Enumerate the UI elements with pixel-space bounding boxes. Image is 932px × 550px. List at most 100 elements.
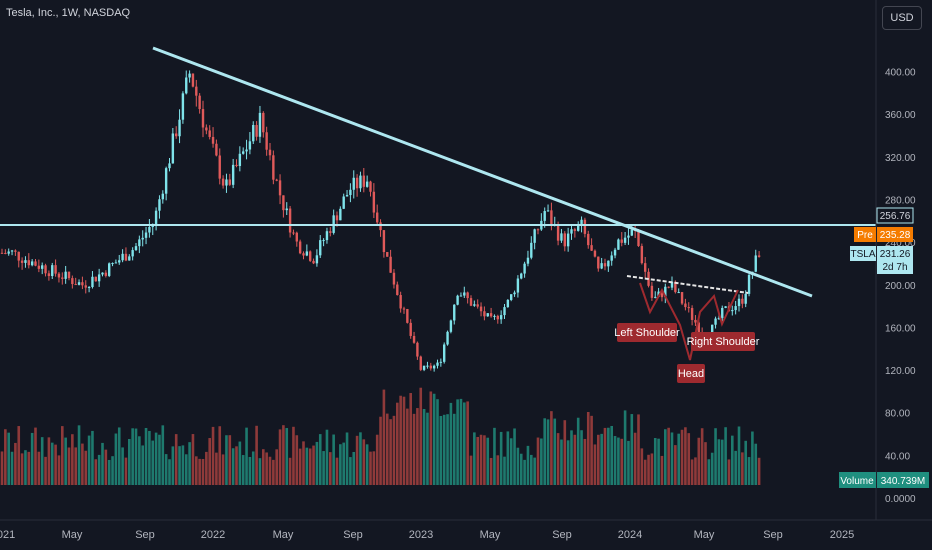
candle-body bbox=[0, 252, 4, 254]
candle bbox=[258, 105, 262, 143]
volume-bar bbox=[124, 457, 128, 485]
candle bbox=[436, 359, 439, 369]
volume-bar bbox=[188, 442, 191, 485]
candle bbox=[104, 270, 108, 278]
volume-bar bbox=[191, 434, 195, 485]
volume-bar bbox=[168, 459, 171, 485]
candle-body bbox=[580, 219, 583, 226]
candle bbox=[20, 257, 24, 270]
candle bbox=[211, 127, 215, 148]
candle bbox=[526, 250, 530, 267]
candle-body bbox=[178, 119, 181, 137]
volume-bar bbox=[439, 415, 443, 485]
candle-body bbox=[71, 278, 74, 285]
candle-body bbox=[469, 298, 473, 306]
time-tick-label: May bbox=[62, 529, 83, 541]
volume-bar bbox=[292, 426, 295, 485]
candle-body bbox=[560, 233, 563, 241]
volume-bar bbox=[178, 446, 181, 485]
candle-body bbox=[543, 211, 546, 221]
candle bbox=[355, 174, 359, 197]
candle bbox=[77, 279, 81, 286]
volume-bar bbox=[610, 425, 613, 485]
time-axis[interactable]: 021 May Sep 2022 May Sep 2023 May Sep 2024 May Sep 2… bbox=[0, 529, 854, 541]
candle bbox=[379, 219, 382, 237]
candle-body bbox=[339, 208, 342, 221]
candle bbox=[667, 286, 670, 289]
candle-body bbox=[680, 292, 684, 304]
candle-body bbox=[670, 281, 674, 288]
volume-bar bbox=[81, 443, 84, 485]
candle-body bbox=[734, 306, 737, 311]
candle bbox=[198, 93, 201, 114]
candle-body bbox=[349, 189, 352, 196]
candle bbox=[7, 248, 10, 256]
volume-bar bbox=[506, 431, 510, 485]
candle bbox=[577, 221, 580, 232]
candle bbox=[171, 128, 175, 164]
candle bbox=[392, 269, 396, 289]
candle bbox=[10, 249, 14, 256]
candle bbox=[54, 259, 57, 277]
pattern-outline bbox=[639, 282, 739, 361]
volume-bar bbox=[349, 457, 352, 485]
candle-body bbox=[650, 285, 654, 298]
candle-body bbox=[456, 295, 459, 305]
candle-body bbox=[24, 260, 27, 263]
candle-body bbox=[587, 233, 590, 246]
candle-body bbox=[198, 95, 201, 110]
volume-bar bbox=[674, 445, 677, 485]
candle-body bbox=[322, 240, 325, 242]
candle-body bbox=[697, 322, 700, 333]
candle bbox=[27, 253, 30, 269]
head-annotation[interactable]: Head bbox=[677, 364, 705, 383]
candle bbox=[4, 249, 7, 255]
volume-bar bbox=[285, 428, 289, 485]
candle-body bbox=[432, 365, 436, 369]
volume-bar bbox=[533, 457, 536, 485]
volume-bar bbox=[27, 451, 31, 485]
candle bbox=[664, 283, 667, 304]
candle bbox=[111, 262, 114, 267]
volume-bar bbox=[288, 457, 292, 485]
candle bbox=[295, 231, 298, 247]
chart-title: Tesla, Inc., 1W, NASDAQ bbox=[6, 7, 131, 19]
candle bbox=[61, 272, 64, 285]
volume-bar bbox=[101, 442, 104, 485]
volume-bar bbox=[231, 448, 235, 485]
volume-bar bbox=[747, 457, 751, 485]
volume-bar bbox=[714, 428, 717, 485]
volume-bar bbox=[369, 451, 372, 485]
candle-body bbox=[51, 265, 54, 277]
pre-market-badge: Pre 235.28 bbox=[854, 227, 913, 242]
left-shoulder-annotation[interactable]: Left Shoulder bbox=[614, 323, 680, 342]
candle bbox=[278, 174, 282, 205]
volume-bar bbox=[315, 441, 319, 485]
volume-bar bbox=[74, 447, 77, 485]
candle-body bbox=[754, 255, 757, 272]
volume-bar bbox=[499, 431, 503, 485]
price-axis[interactable]: 400.00 360.00 320.00 280.00 240.00 200.00 160.… bbox=[885, 68, 916, 505]
volume-bar bbox=[536, 437, 540, 485]
volume-bar bbox=[94, 459, 98, 485]
volume-bar bbox=[365, 444, 369, 485]
price-tick-label: 80.00 bbox=[885, 409, 910, 420]
right-shoulder-annotation[interactable]: Right Shoulder bbox=[687, 332, 760, 351]
right-shoulder-label: Right Shoulder bbox=[687, 336, 760, 348]
candle bbox=[744, 290, 747, 308]
candle bbox=[265, 126, 268, 156]
volume-bar bbox=[422, 408, 426, 485]
candle bbox=[607, 260, 610, 272]
descending-trendline[interactable] bbox=[152, 46, 813, 298]
volume-bar bbox=[372, 451, 376, 485]
volume-bar bbox=[416, 408, 419, 485]
currency-button[interactable]: USD bbox=[882, 6, 922, 30]
volume-bar bbox=[406, 408, 409, 485]
candle-body bbox=[298, 241, 302, 254]
candle bbox=[416, 341, 419, 360]
candle-body bbox=[402, 308, 406, 310]
neckline[interactable] bbox=[626, 275, 749, 294]
candle-body bbox=[476, 304, 479, 307]
volume-bar bbox=[643, 459, 647, 485]
